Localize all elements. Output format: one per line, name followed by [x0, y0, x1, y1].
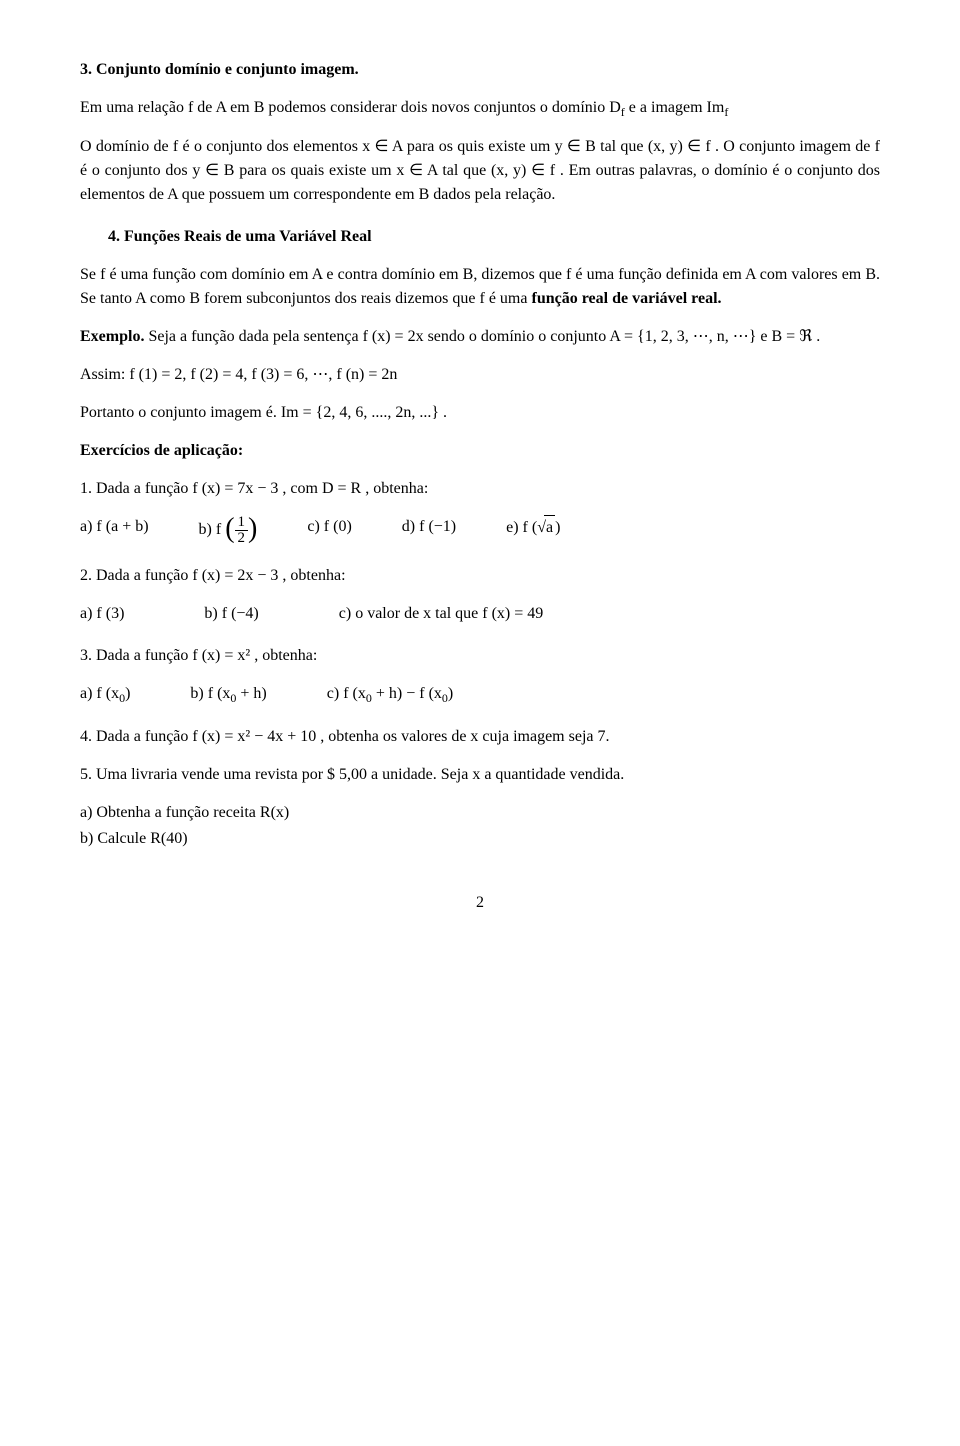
question-5a: a) Obtenha a função receita R(x)	[80, 801, 880, 825]
text: b) f (x	[190, 685, 230, 702]
denominator: 2	[235, 531, 249, 546]
subscript-f: f	[724, 105, 728, 119]
text: a) f (x	[80, 685, 119, 702]
option-c: c) o valor de x tal que f (x) = 49	[339, 602, 544, 626]
text: b) f	[199, 521, 222, 538]
right-paren: )	[248, 513, 257, 544]
option-c: c) f (0)	[307, 515, 351, 546]
option-a: a) f (x0)	[80, 682, 130, 707]
question-1-options: a) f (a + b) b) f (12) c) f (0) d) f (−1…	[80, 515, 880, 546]
section-3-paragraph-1: Em uma relação f de A em B podemos consi…	[80, 96, 880, 121]
text: c) f (x	[327, 685, 366, 702]
text: Se f é uma função com domínio em A e con…	[80, 266, 880, 307]
sqrt-content: a	[544, 515, 555, 540]
exemplo-label: Exemplo.	[80, 328, 144, 345]
text: )	[125, 685, 130, 702]
portanto-line: Portanto o conjunto imagem é. Im = {2, 4…	[80, 401, 880, 425]
text: )	[448, 685, 453, 702]
section-3-title: 3. Conjunto domínio e conjunto imagem.	[80, 58, 880, 82]
option-b: b) f (12)	[199, 515, 258, 546]
assim-line: Assim: f (1) = 2, f (2) = 4, f (3) = 6, …	[80, 363, 880, 387]
option-e: e) f (√a)	[506, 515, 560, 546]
question-5b: b) Calcule R(40)	[80, 827, 880, 851]
question-1: 1. Dada a função f (x) = 7x − 3 , com D …	[80, 477, 880, 501]
option-b: b) f (x0 + h)	[190, 682, 266, 707]
exemplo: Exemplo. Seja a função dada pela sentenç…	[80, 325, 880, 349]
section-4-paragraph-1: Se f é uma função com domínio em A e con…	[80, 263, 880, 311]
text: + h) − f (x	[372, 685, 442, 702]
question-2: 2. Dada a função f (x) = 2x − 3 , obtenh…	[80, 564, 880, 588]
option-b: b) f (−4)	[204, 602, 258, 626]
exemplo-text: Seja a função dada pela sentença f (x) =…	[144, 328, 820, 345]
text: e) f (	[506, 519, 537, 536]
option-c: c) f (x0 + h) − f (x0)	[327, 682, 453, 707]
fraction: 12	[235, 515, 249, 546]
question-2-options: a) f (3) b) f (−4) c) o valor de x tal q…	[80, 602, 880, 626]
left-paren: (	[225, 513, 234, 544]
text: Em uma relação f de A em B podemos consi…	[80, 99, 621, 116]
bold-term: função real de variável real.	[531, 290, 721, 307]
text: + h)	[236, 685, 266, 702]
section-3-paragraph-2: O domínio de f é o conjunto dos elemento…	[80, 135, 880, 207]
numerator: 1	[235, 515, 249, 531]
section-4-title: 4. Funções Reais de uma Variável Real	[108, 225, 880, 249]
question-3-options: a) f (x0) b) f (x0 + h) c) f (x0 + h) − …	[80, 682, 880, 707]
option-a: a) f (a + b)	[80, 515, 149, 546]
option-a: a) f (3)	[80, 602, 124, 626]
page-number: 2	[80, 891, 880, 915]
text: e a imagem Im	[625, 99, 725, 116]
text: )	[555, 519, 560, 536]
question-5: 5. Uma livraria vende uma revista por $ …	[80, 763, 880, 787]
option-d: d) f (−1)	[402, 515, 456, 546]
question-3: 3. Dada a função f (x) = x² , obtenha:	[80, 644, 880, 668]
exercicios-title: Exercícios de aplicação:	[80, 439, 880, 463]
question-4: 4. Dada a função f (x) = x² − 4x + 10 , …	[80, 725, 880, 749]
